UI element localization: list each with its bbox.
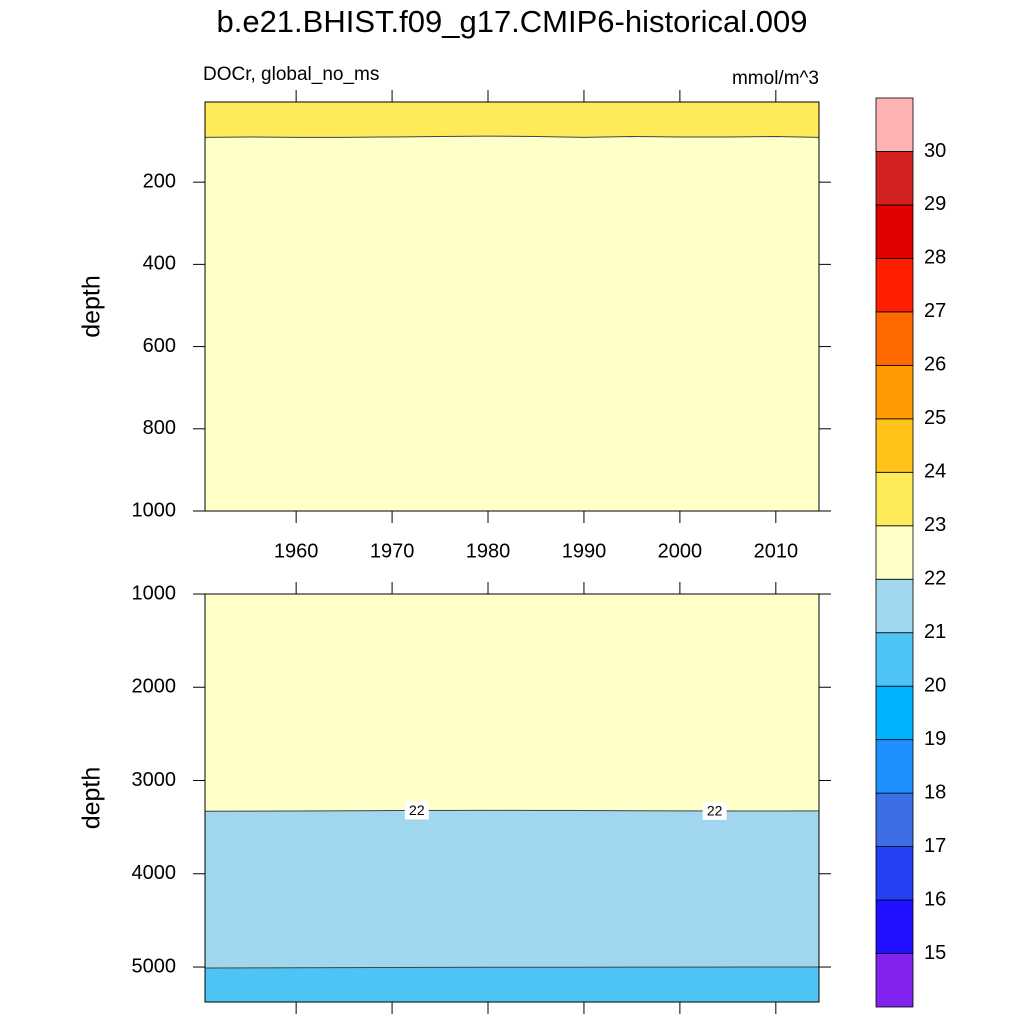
contour-label: 22 — [707, 803, 723, 819]
colorbar-box — [875, 525, 914, 580]
colorbar-box — [875, 739, 914, 794]
y-tick-label: 400 — [143, 253, 176, 275]
colorbar-label: 17 — [924, 835, 946, 857]
contour-line — [205, 966, 819, 969]
x-tick-label: 1980 — [466, 540, 511, 562]
y-tick-label: 600 — [143, 335, 176, 357]
colorbar-label: 22 — [924, 568, 946, 590]
colorbar-box — [875, 418, 914, 473]
contour-fill — [205, 102, 819, 138]
contour-fill — [205, 594, 819, 812]
y-tick-label: 4000 — [132, 862, 177, 884]
y-tick-label: 200 — [143, 170, 176, 192]
colorbar-box — [875, 97, 914, 152]
x-tick-label: 1970 — [370, 540, 415, 562]
chart-title: b.e21.BHIST.f09_g17.CMIP6-historical.009 — [216, 4, 807, 39]
contour-label: 22 — [409, 802, 425, 818]
colorbar-box — [875, 578, 914, 634]
colorbar-box — [875, 685, 914, 741]
colorbar-label: 18 — [924, 781, 946, 803]
colorbar-label: 25 — [924, 407, 946, 429]
contour-label-box — [702, 801, 727, 820]
colorbar-label: 21 — [924, 621, 946, 643]
colorbar-label: 27 — [924, 300, 946, 322]
x-tick-label: 1960 — [274, 540, 319, 562]
units: mmol/m^3 — [732, 68, 819, 89]
plot-area — [205, 102, 819, 511]
y-tick-label: 3000 — [132, 769, 177, 791]
colorbar-box — [875, 258, 914, 313]
colorbar-box — [875, 846, 914, 901]
x-tick-label: 2000 — [658, 540, 703, 562]
colorbar-label: 24 — [924, 461, 946, 483]
colorbar-box — [875, 792, 914, 847]
contour-line — [205, 135, 819, 138]
y-tick-label: 1000 — [132, 499, 177, 521]
x-tick-label: 1990 — [562, 540, 607, 562]
colorbar-box — [875, 953, 914, 1008]
colorbar-label: 16 — [924, 888, 946, 910]
colorbar-label: 30 — [924, 140, 946, 162]
colorbar-label: 28 — [924, 247, 946, 269]
colorbar-label: 20 — [924, 674, 946, 696]
y-tick-label: 5000 — [132, 955, 177, 977]
subtitle: DOCr, global_no_ms — [203, 64, 379, 85]
colorbar-box — [875, 632, 914, 687]
colorbar-label: 15 — [924, 942, 946, 964]
plot-background — [205, 102, 819, 511]
y-tick-label: 800 — [143, 417, 176, 439]
y-axis-label: depth — [78, 767, 106, 830]
contour-line — [205, 809, 819, 812]
plot-area — [205, 594, 819, 1002]
colorbar-box — [875, 899, 914, 954]
colorbar-box — [875, 311, 914, 366]
colorbar-box — [875, 204, 914, 259]
colorbar-label: 29 — [924, 193, 946, 215]
colorbar-box — [875, 364, 914, 420]
colorbar-box — [875, 151, 914, 206]
x-tick-label: 2010 — [754, 540, 799, 562]
contour-label-box — [404, 801, 429, 820]
colorbar-label: 26 — [924, 354, 946, 376]
colorbar-box — [875, 471, 914, 527]
y-axis-label: depth — [78, 275, 106, 338]
y-tick-label: 2000 — [132, 676, 177, 698]
y-tick-label: 1000 — [132, 582, 177, 604]
plot-frame — [204, 101, 820, 512]
colorbar-label: 23 — [924, 514, 946, 536]
colorbar-label: 19 — [924, 728, 946, 750]
plot-frame — [204, 593, 820, 1003]
